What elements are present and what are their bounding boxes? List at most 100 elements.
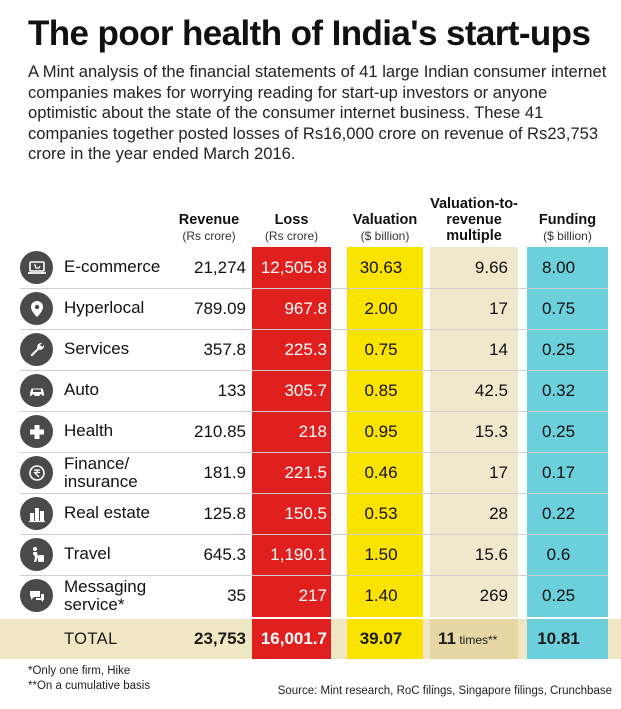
valuation-cell: 1.40 — [364, 585, 398, 605]
loss-column-bg — [252, 247, 331, 617]
valuation-column-bg — [347, 247, 423, 617]
chat-bubbles-icon — [20, 579, 53, 612]
loss-cell: 221.5 — [284, 462, 327, 482]
header-loss-unit: (Rs crore) — [264, 229, 319, 243]
wrench-icon — [20, 333, 53, 366]
loss-cell: 217 — [298, 585, 327, 605]
multiple-cell: 15.3 — [474, 421, 508, 441]
funding-cell: 0.22 — [541, 503, 576, 523]
row-divider — [20, 493, 608, 494]
header-loss-label: Loss — [274, 212, 309, 228]
header-loss: Loss (Rs crore) — [252, 212, 331, 244]
total-funding-bg — [527, 619, 608, 659]
valuation-cell: 0.53 — [364, 503, 398, 523]
row-category-label: Services — [64, 338, 130, 358]
row-category-label: Travel — [64, 543, 111, 563]
valuation-cell: 0.85 — [364, 380, 398, 400]
funding-cell: 0.25 — [541, 421, 576, 441]
revenue-cell: 133 — [217, 380, 246, 400]
loss-cell: 967.8 — [284, 298, 327, 318]
loss-cell: 12,505.8 — [260, 257, 327, 277]
valuation-cell: 0.46 — [364, 462, 398, 482]
row-divider — [20, 370, 608, 371]
header-revenue: Revenue (Rs crore) — [172, 212, 246, 244]
total-multiple-bg — [430, 619, 518, 659]
loss-cell: 225.3 — [284, 339, 327, 359]
row-category-label-line2: service* — [64, 594, 125, 614]
header-revenue-label: Revenue — [178, 212, 240, 228]
header-revenue-unit: (Rs crore) — [182, 229, 236, 243]
multiple-cell: 17 — [489, 298, 508, 318]
multiple-cell: 15.6 — [474, 544, 508, 564]
multiple-column-bg — [430, 247, 518, 617]
header-valuation-label: Valuation — [352, 212, 418, 228]
row-category-label: Auto — [64, 379, 99, 399]
revenue-cell: 35 — [227, 585, 246, 605]
header-multiple-line2: revenue — [446, 212, 502, 228]
revenue-cell: 21,274 — [194, 257, 246, 277]
total-revenue: 23,753 — [194, 629, 246, 648]
loss-cell: 150.5 — [284, 503, 327, 523]
multiple-cell: 42.5 — [474, 380, 508, 400]
location-pin-icon — [20, 292, 53, 325]
row-divider — [20, 288, 608, 289]
laptop-cart-icon — [20, 251, 53, 284]
funding-cell: 0.75 — [541, 298, 576, 318]
header-multiple: Valuation-to- revenue multiple — [430, 196, 518, 244]
row-divider — [20, 411, 608, 412]
total-label: TOTAL — [64, 630, 118, 648]
loss-cell: 218 — [298, 421, 327, 441]
total-loss-bg — [252, 619, 331, 659]
valuation-cell: 2.00 — [364, 298, 398, 318]
row-divider — [20, 575, 608, 576]
funding-column-bg — [527, 247, 608, 617]
total-valuation-bg — [347, 619, 423, 659]
total-funding: 10.81 — [537, 629, 580, 648]
footnote-hike: *Only one firm, Hike — [28, 665, 131, 677]
multiple-cell: 14 — [489, 339, 508, 359]
header-multiple-line1: Valuation-to- — [430, 196, 518, 212]
revenue-cell: 789.09 — [194, 298, 246, 318]
row-divider — [20, 534, 608, 535]
revenue-cell: 357.8 — [203, 339, 246, 359]
total-multiple: 11 times** — [438, 629, 518, 650]
header-valuation: Valuation ($ billion) — [347, 212, 423, 244]
funding-cell: 0.6 — [546, 544, 571, 564]
multiple-cell: 17 — [489, 462, 508, 482]
traveller-icon — [20, 538, 53, 571]
footnote-cumulative: **On a cumulative basis — [28, 680, 151, 692]
multiple-cell: 28 — [489, 503, 508, 523]
source-note: Source: Mint research, RoC filings, Sing… — [277, 685, 612, 697]
multiple-cell: 9.66 — [474, 257, 508, 277]
funding-cell: 0.25 — [541, 339, 576, 359]
chart-title: The poor health of India's start-ups — [28, 14, 591, 53]
car-icon — [20, 374, 53, 407]
header-valuation-unit: ($ billion) — [360, 229, 410, 243]
header-funding-label: Funding — [538, 212, 597, 228]
revenue-cell: 181.9 — [203, 462, 246, 482]
medical-cross-icon — [20, 415, 53, 448]
loss-cell: 305.7 — [284, 380, 327, 400]
total-loss: 16,001.7 — [260, 629, 327, 648]
revenue-cell: 125.8 — [203, 503, 246, 523]
multiple-cell: 269 — [479, 585, 508, 605]
funding-cell: 0.25 — [541, 585, 576, 605]
row-category-label: Hyperlocal — [64, 297, 145, 317]
row-divider — [20, 452, 608, 453]
valuation-cell: 0.95 — [364, 421, 398, 441]
row-category-label: E-commerce — [64, 256, 161, 276]
row-category-label: Health — [64, 420, 114, 440]
rupee-bag-icon — [20, 456, 53, 489]
header-multiple-line3: multiple — [446, 228, 502, 244]
row-category-label: Messaging — [64, 576, 147, 596]
valuation-cell: 1.50 — [364, 544, 398, 564]
valuation-cell: 30.63 — [359, 257, 403, 277]
row-divider — [20, 329, 608, 330]
funding-cell: 0.32 — [541, 380, 576, 400]
revenue-cell: 645.3 — [203, 544, 246, 564]
total-multiple-suffix: times** — [455, 633, 498, 647]
intro-text: A Mint analysis of the financial stateme… — [28, 62, 607, 163]
buildings-icon — [20, 497, 53, 530]
row-category-label: Finance/ — [64, 453, 130, 473]
valuation-cell: 0.75 — [364, 339, 398, 359]
